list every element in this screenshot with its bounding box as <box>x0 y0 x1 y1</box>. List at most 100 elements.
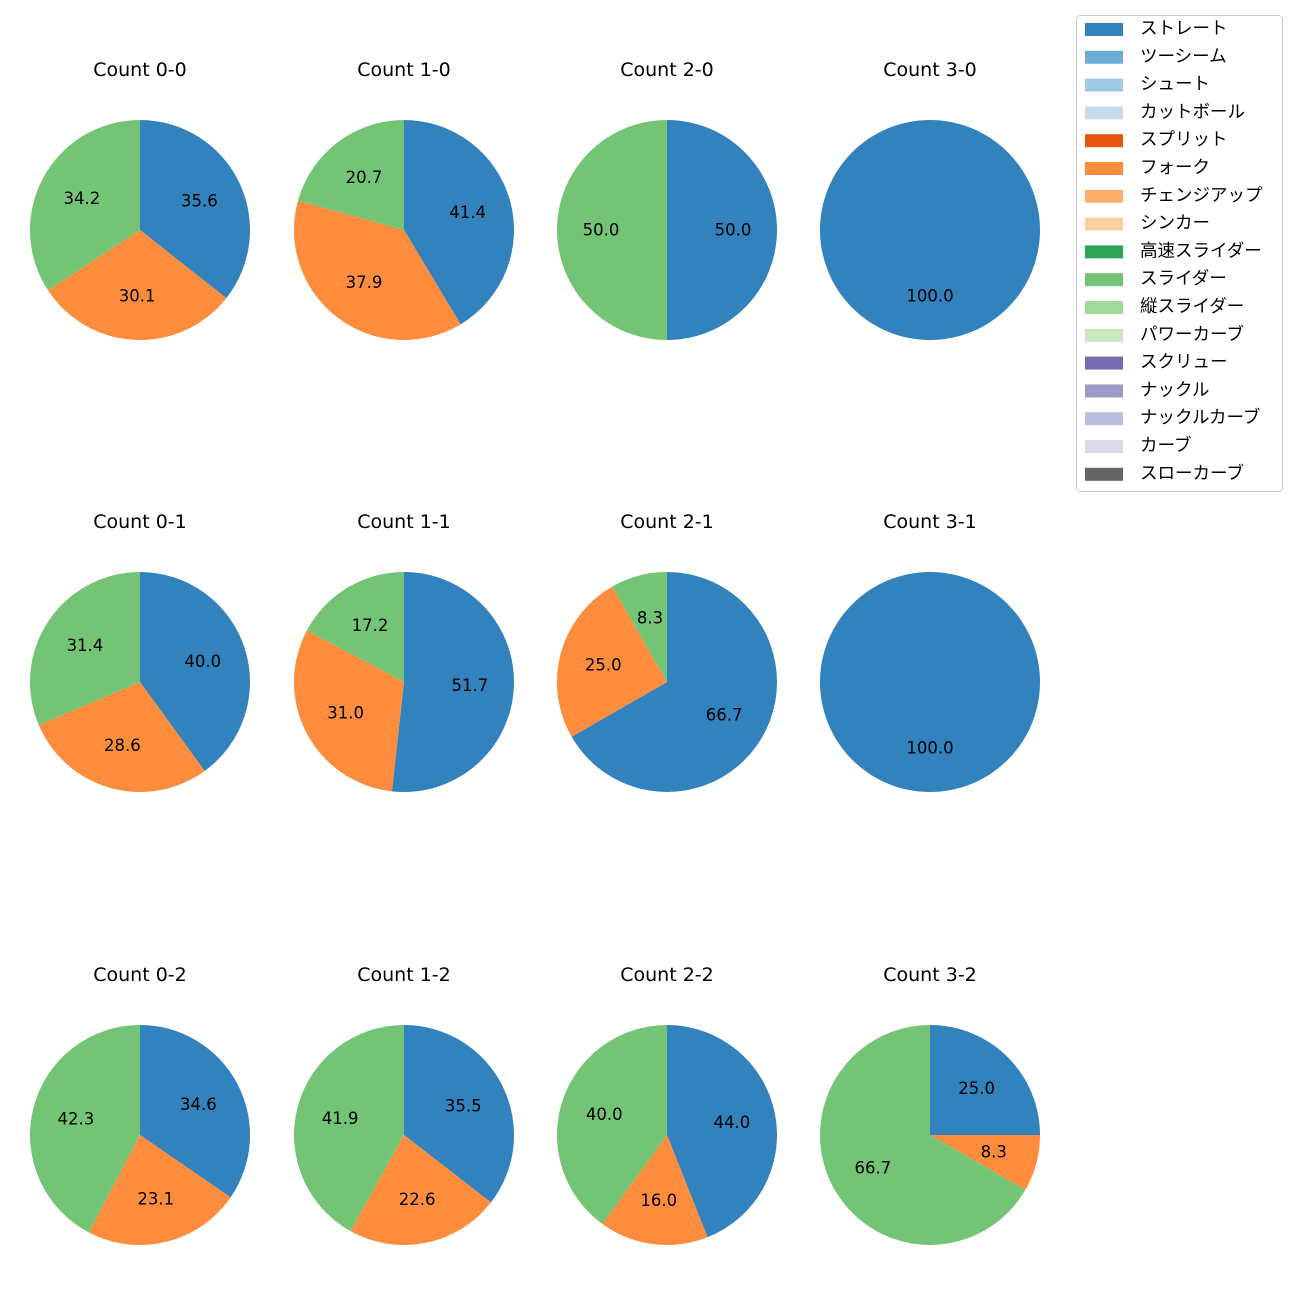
legend-item: カットボール <box>1085 102 1245 122</box>
slice-label: 35.5 <box>445 1096 482 1115</box>
legend-frame <box>1076 15 1283 492</box>
slice-label: 23.1 <box>137 1190 174 1209</box>
legend-label: スライダー <box>1140 269 1227 289</box>
pie-slice <box>140 572 251 771</box>
legend-swatch <box>1085 23 1123 36</box>
pie-slice <box>391 572 515 792</box>
pie-slice <box>820 1025 1026 1245</box>
pie-slice <box>48 230 227 340</box>
legend-swatch <box>1085 106 1123 120</box>
pie-slice <box>930 1025 1040 1135</box>
slice-label: 51.7 <box>452 676 489 695</box>
slice-label: 34.6 <box>180 1095 217 1114</box>
legend-item: チェンジアップ <box>1085 186 1263 206</box>
legend-label: ナックルカーブ <box>1140 407 1260 428</box>
chart-title: Count 3-0 <box>883 59 977 81</box>
chart-title: Count 0-2 <box>93 964 187 986</box>
legend-item: ナックルカーブ <box>1085 407 1260 428</box>
slice-label: 40.0 <box>586 1105 623 1124</box>
legend-swatch <box>1085 273 1123 287</box>
slice-label: 40.0 <box>184 652 221 671</box>
slice-label: 34.2 <box>64 189 101 208</box>
legend-swatch <box>1085 384 1123 398</box>
pie-slice <box>667 120 777 340</box>
slice-label: 42.3 <box>58 1110 95 1129</box>
legend-label: ストレート <box>1140 19 1228 39</box>
pie-chart: Count 1-1 51.7 31.0 17.2 <box>294 511 515 792</box>
chart-title: Count 1-2 <box>357 964 451 986</box>
pie-slice <box>297 120 404 230</box>
slice-label: 41.9 <box>322 1109 359 1128</box>
chart-title: Count 2-0 <box>620 59 714 81</box>
legend-item: 高速スライダー <box>1085 241 1262 261</box>
legend-label: ナックル <box>1140 380 1209 400</box>
legend-label: 縦スライダー <box>1140 297 1244 317</box>
legend-swatch <box>1085 301 1123 314</box>
chart-title: Count 1-1 <box>357 511 451 533</box>
chart-title: Count 1-0 <box>357 59 451 81</box>
legend-swatch <box>1085 440 1123 453</box>
legend-item: シンカー <box>1085 214 1210 234</box>
pie-slice <box>88 1135 231 1245</box>
chart-title: Count 2-1 <box>620 511 714 533</box>
pie-slice <box>557 1025 667 1224</box>
pie-chart: Count 1-2 35.5 22.6 41.9 <box>294 964 514 1245</box>
legend-swatch <box>1085 356 1123 370</box>
legend: ストレートツーシームシュートカットボールスプリットフォークチェンジアップシンカー… <box>1076 15 1283 492</box>
legend-label: ツーシーム <box>1140 47 1227 67</box>
legend-item: スプリット <box>1085 130 1228 150</box>
chart-title: Count 2-2 <box>620 964 714 986</box>
legend-label: スプリット <box>1140 130 1228 150</box>
pie-slice <box>404 120 514 325</box>
pie-chart: Count 0-2 34.6 23.1 42.3 <box>30 964 250 1245</box>
legend-swatch <box>1085 467 1123 481</box>
chart-title: Count 0-0 <box>93 59 187 81</box>
legend-label: チェンジアップ <box>1140 186 1263 206</box>
pie-chart: Count 3-2 25.0 8.3 66.7 <box>820 964 1040 1245</box>
legend-item: パワーカーブ <box>1085 324 1244 345</box>
legend-label: シンカー <box>1140 214 1210 234</box>
pie-chart: Count 2-0 50.0 50.0 <box>557 59 777 340</box>
slice-label: 50.0 <box>583 221 620 240</box>
pie-slice <box>294 200 461 340</box>
legend-label: フォーク <box>1140 158 1210 178</box>
pie-slice <box>294 630 404 792</box>
legend-item: スローカーブ <box>1085 463 1244 484</box>
pie-slice <box>30 1025 141 1233</box>
legend-swatch <box>1085 162 1123 175</box>
legend-swatch <box>1085 217 1123 231</box>
legend-swatch <box>1085 50 1123 64</box>
slice-label: 8.3 <box>981 1143 1007 1162</box>
pie-slice <box>557 586 667 737</box>
legend-item: 縦スライダー <box>1085 297 1244 317</box>
slice-label: 31.0 <box>327 703 364 722</box>
legend-item: ツーシーム <box>1085 47 1227 67</box>
legend-label: スローカーブ <box>1140 463 1244 484</box>
legend-swatch <box>1085 78 1123 92</box>
pie-slice <box>350 1135 491 1245</box>
slice-label: 28.6 <box>104 736 141 755</box>
pie-slice <box>294 1025 404 1232</box>
slice-label: 8.3 <box>637 609 663 628</box>
slice-label: 44.0 <box>713 1113 750 1132</box>
chart-title: Count 3-1 <box>883 511 977 533</box>
pie-grid: Count 0-0 35.6 30.1 34.2 Count 1-0 41.4 37.9 20… <box>29 59 1040 1245</box>
pie-chart: Count 2-1 66.7 25.0 8.3 <box>557 511 777 792</box>
slice-label: 25.0 <box>958 1079 995 1098</box>
legend-item: ナックル <box>1085 380 1209 400</box>
slice-label: 17.2 <box>352 616 389 635</box>
slice-label: 35.6 <box>181 192 218 211</box>
pie-chart: Count 2-2 44.0 16.0 40.0 <box>557 964 777 1245</box>
legend-label: パワーカーブ <box>1140 324 1244 345</box>
slice-label: 66.7 <box>706 706 743 725</box>
pie-slice <box>404 1025 514 1203</box>
legend-label: 高速スライダー <box>1140 241 1262 261</box>
legend-swatch <box>1085 189 1123 203</box>
legend-item: スクリュー <box>1085 353 1228 373</box>
pie-chart: Count 0-1 40.0 28.6 31.4 <box>29 511 251 792</box>
slice-label: 25.0 <box>585 655 622 674</box>
legend-label: カーブ <box>1140 435 1191 456</box>
chart-title: Count 3-2 <box>883 964 977 986</box>
pie-slice <box>612 572 667 682</box>
